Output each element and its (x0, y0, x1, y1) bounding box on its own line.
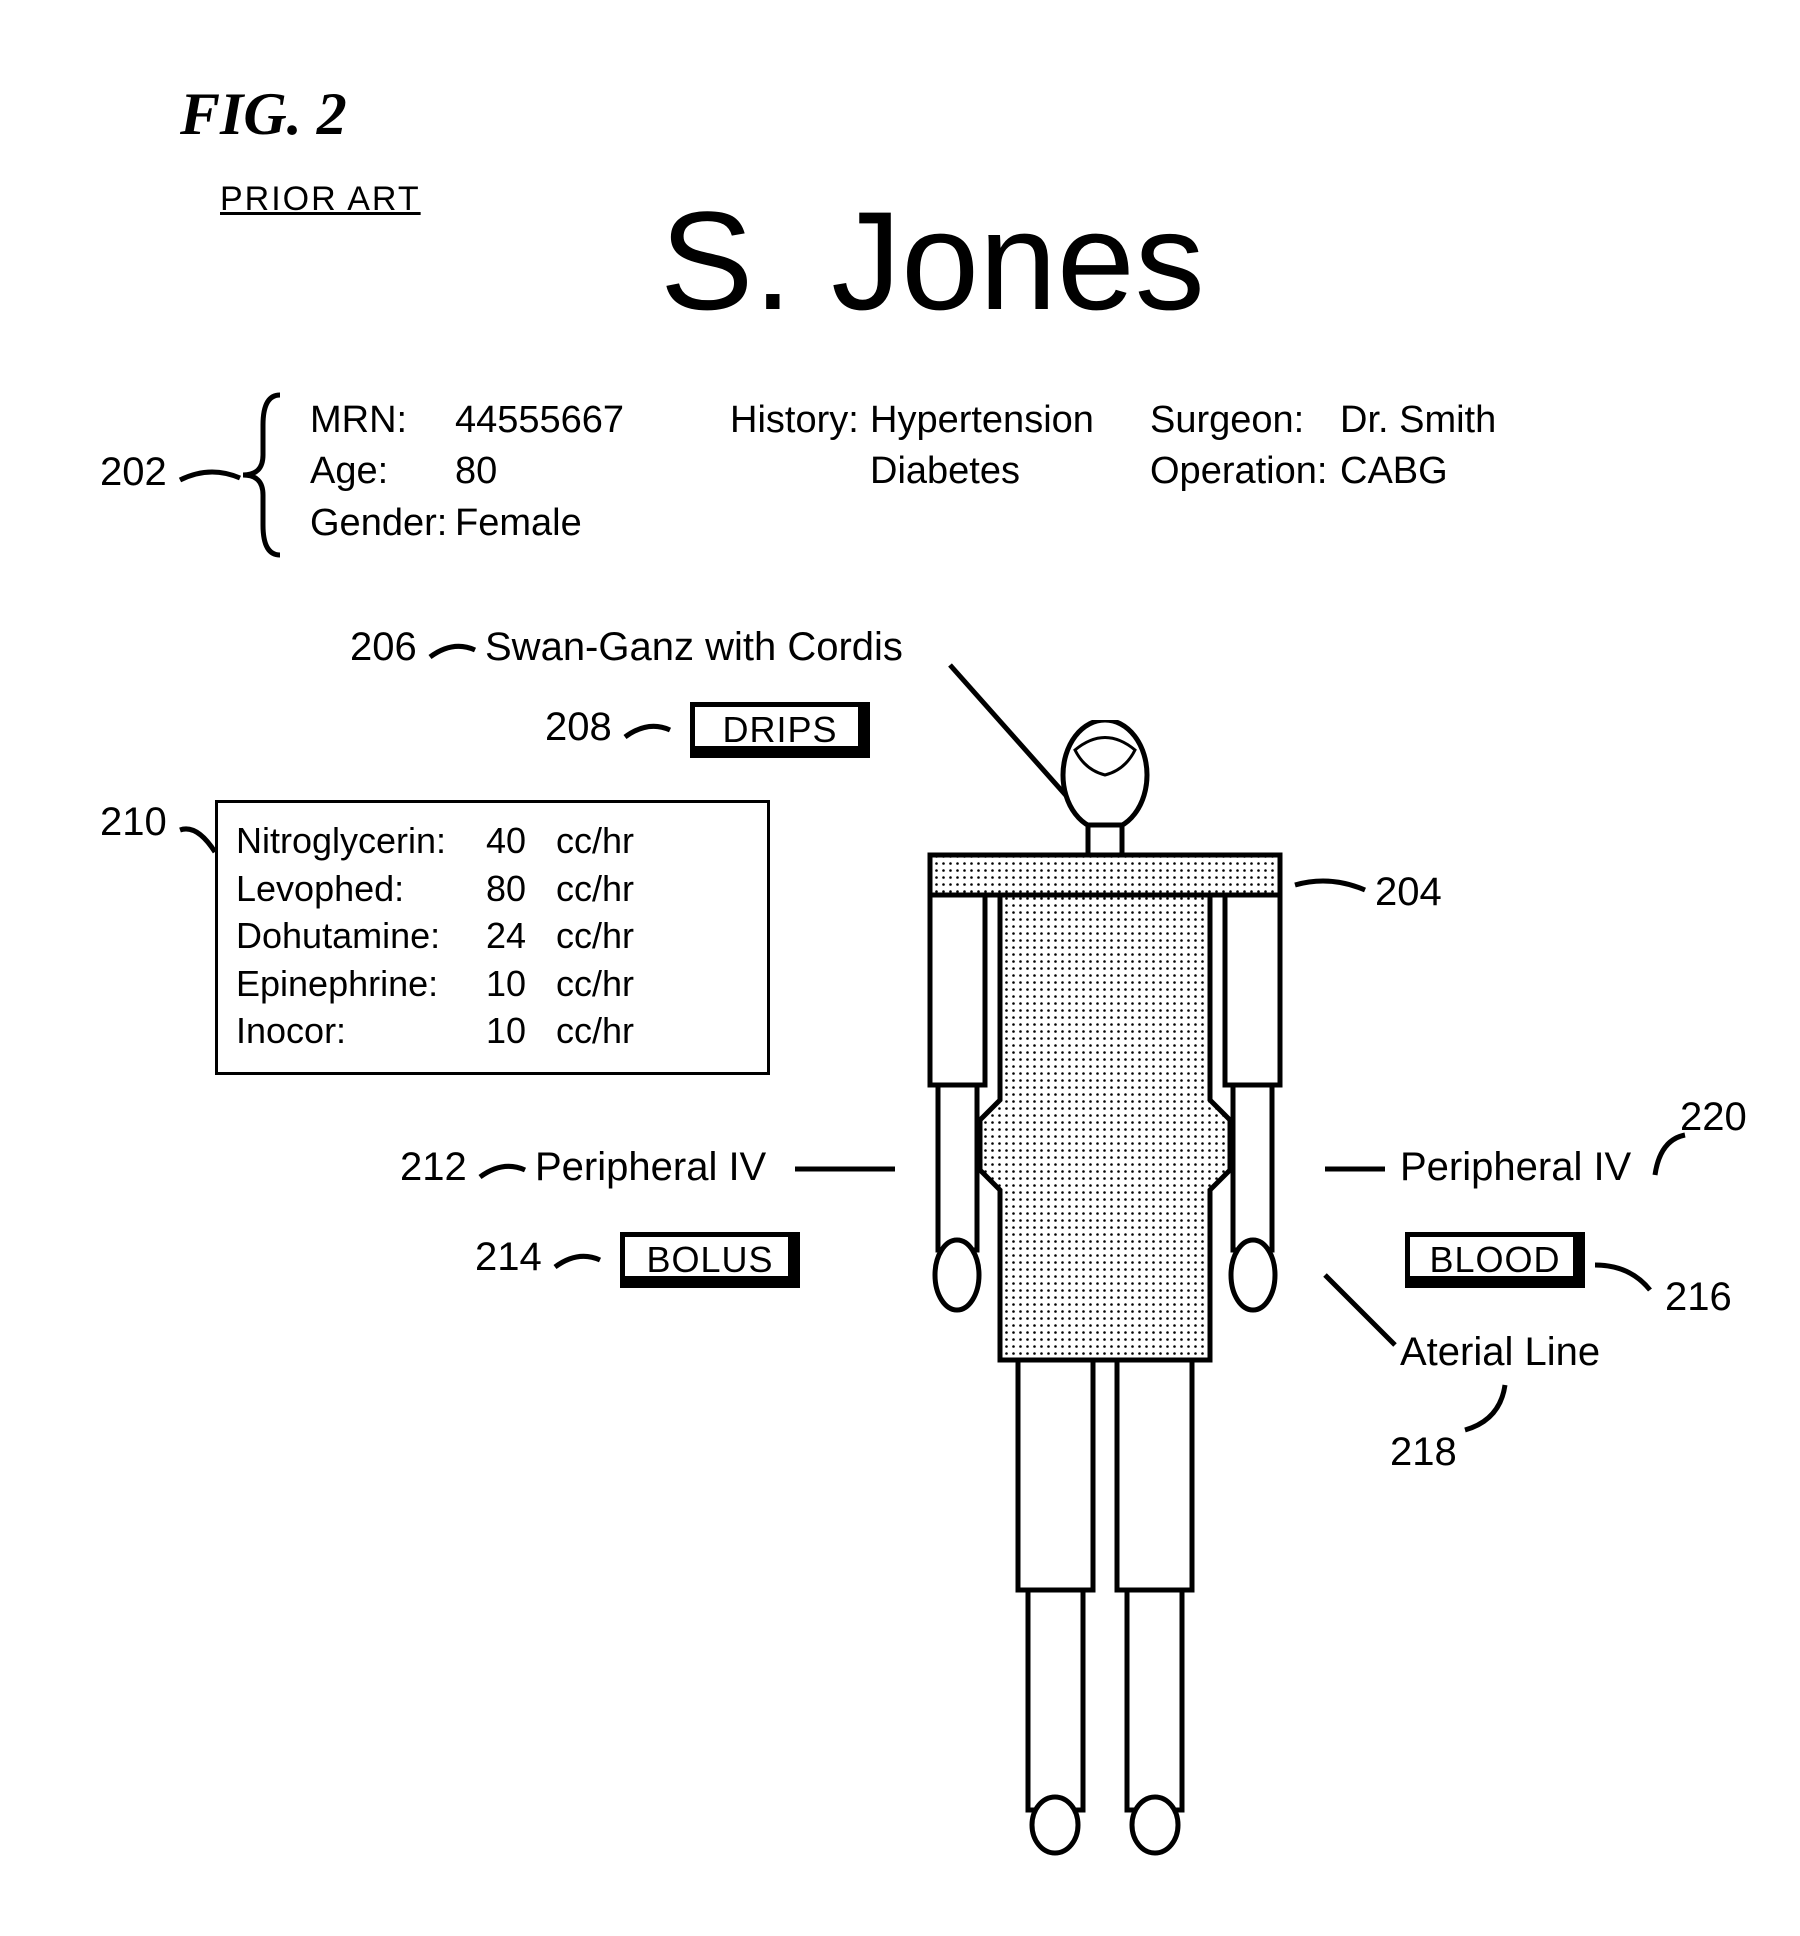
drips-button[interactable]: DRIPS (690, 702, 870, 758)
drip-row: Epinephrine: 10 cc/hr (236, 960, 749, 1008)
drip-value: 80 (486, 865, 556, 913)
drip-row: Nitroglycerin: 40 cc/hr (236, 817, 749, 865)
age-value: 80 (455, 446, 497, 497)
drip-unit: cc/hr (556, 912, 634, 960)
ref-206: 206 (350, 625, 417, 670)
peripheral-iv-right-label: Peripheral IV (1400, 1145, 1631, 1190)
gender-label: Gender: (310, 498, 455, 549)
drip-row: Levophed: 80 cc/hr (236, 865, 749, 913)
bolus-button[interactable]: BOLUS (620, 1232, 800, 1288)
info-col-2: History: Hypertension Diabetes (730, 395, 1094, 498)
history-value-1: Hypertension (870, 395, 1094, 446)
drip-value: 10 (486, 1007, 556, 1055)
ref-206-leader (425, 635, 480, 665)
surgeon-label: Surgeon: (1150, 395, 1340, 446)
patient-name: S. Jones (660, 180, 1205, 342)
ref-208-leader (620, 715, 675, 745)
ref-218: 218 (1390, 1430, 1457, 1475)
ref-212-leader (475, 1155, 530, 1185)
ref-220-leader (1650, 1130, 1690, 1180)
ref-210-leader (175, 822, 220, 862)
drip-value: 24 (486, 912, 556, 960)
drip-box: Nitroglycerin: 40 cc/hr Levophed: 80 cc/… (215, 800, 770, 1075)
age-label: Age: (310, 446, 455, 497)
swan-ganz-label: Swan-Ganz with Cordis (485, 625, 903, 670)
drip-unit: cc/hr (556, 1007, 634, 1055)
ref-220: 220 (1680, 1095, 1747, 1140)
drip-name: Epinephrine: (236, 960, 486, 1008)
figure-label: FIG. 2 (180, 80, 347, 149)
drip-name: Nitroglycerin: (236, 817, 486, 865)
drip-value: 10 (486, 960, 556, 1008)
prior-art-label: PRIOR ART (220, 180, 421, 219)
ref-212: 212 (400, 1145, 467, 1190)
drip-row: Dohutamine: 24 cc/hr (236, 912, 749, 960)
drip-value: 40 (486, 817, 556, 865)
bolus-button-label: BOLUS (646, 1239, 773, 1281)
ref-216: 216 (1665, 1275, 1732, 1320)
operation-value: CABG (1340, 446, 1448, 497)
drip-name: Inocor: (236, 1007, 486, 1055)
info-col-1: MRN: 44555667 Age: 80 Gender: Female (310, 395, 624, 549)
drip-unit: cc/hr (556, 960, 634, 1008)
operation-label: Operation: (1150, 446, 1340, 497)
drip-row: Inocor: 10 cc/hr (236, 1007, 749, 1055)
gender-value: Female (455, 498, 582, 549)
history-value-2: Diabetes (870, 446, 1020, 497)
arterial-line-label: Aterial Line (1400, 1330, 1600, 1375)
ref-204: 204 (1375, 870, 1442, 915)
history-label: History: (730, 395, 870, 446)
ref-202: 202 (100, 450, 167, 495)
mrn-value: 44555667 (455, 395, 624, 446)
ref-214-leader (550, 1245, 605, 1275)
ref-216-leader (1590, 1260, 1660, 1300)
drip-name: Levophed: (236, 865, 486, 913)
ref-218-leader (1455, 1380, 1515, 1435)
peripheral-iv-left-label: Peripheral IV (535, 1145, 766, 1190)
blood-button[interactable]: BLOOD (1405, 1232, 1585, 1288)
blood-button-label: BLOOD (1429, 1239, 1560, 1281)
drip-unit: cc/hr (556, 865, 634, 913)
ref-202-leader (175, 460, 245, 490)
ref-214: 214 (475, 1235, 542, 1280)
info-col-3: Surgeon: Dr. Smith Operation: CABG (1150, 395, 1496, 498)
surgeon-value: Dr. Smith (1340, 395, 1496, 446)
ref-208: 208 (545, 705, 612, 750)
drip-name: Dohutamine: (236, 912, 486, 960)
drip-unit: cc/hr (556, 817, 634, 865)
history-spacer (730, 446, 870, 497)
mrn-label: MRN: (310, 395, 455, 446)
ref-210: 210 (100, 800, 167, 845)
drips-button-label: DRIPS (722, 709, 837, 751)
body-figure-icon (870, 720, 1340, 1860)
